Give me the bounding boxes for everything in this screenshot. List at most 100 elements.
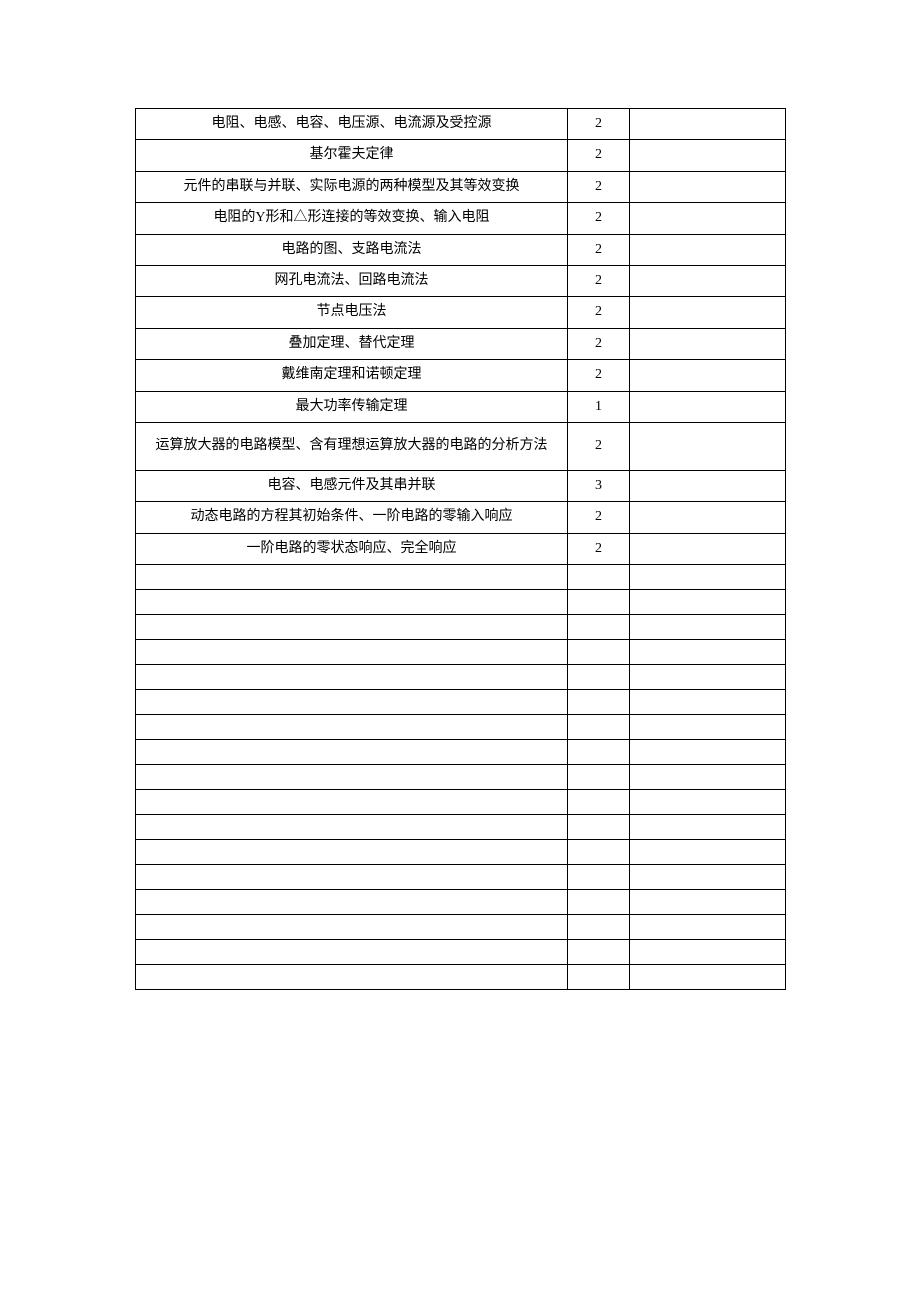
hours-cell — [568, 565, 630, 590]
hours-cell: 2 — [568, 109, 630, 140]
table-row: 电路的图、支路电流法2 — [136, 234, 786, 265]
table-row — [136, 815, 786, 840]
hours-cell — [568, 940, 630, 965]
notes-cell — [630, 890, 786, 915]
table-body: 电阻、电感、电容、电压源、电流源及受控源2基尔霍夫定律2元件的串联与并联、实际电… — [136, 109, 786, 990]
hours-cell — [568, 690, 630, 715]
table-row: 一阶电路的零状态响应、完全响应2 — [136, 533, 786, 564]
table-row: 元件的串联与并联、实际电源的两种模型及其等效变换2 — [136, 171, 786, 202]
notes-cell — [630, 297, 786, 328]
hours-cell — [568, 815, 630, 840]
topic-cell: 电容、电感元件及其串并联 — [136, 470, 568, 501]
table-row — [136, 740, 786, 765]
table-row — [136, 615, 786, 640]
hours-cell: 2 — [568, 533, 630, 564]
topic-cell — [136, 765, 568, 790]
table-row — [136, 940, 786, 965]
table-row — [136, 840, 786, 865]
table-row — [136, 665, 786, 690]
topic-cell — [136, 740, 568, 765]
hours-cell — [568, 790, 630, 815]
table-row — [136, 590, 786, 615]
hours-cell: 2 — [568, 171, 630, 202]
topic-cell — [136, 815, 568, 840]
notes-cell — [630, 590, 786, 615]
hours-cell — [568, 865, 630, 890]
notes-cell — [630, 940, 786, 965]
hours-cell — [568, 740, 630, 765]
table-row — [136, 890, 786, 915]
topic-cell: 元件的串联与并联、实际电源的两种模型及其等效变换 — [136, 171, 568, 202]
table-row — [136, 690, 786, 715]
topic-cell — [136, 615, 568, 640]
topic-cell — [136, 915, 568, 940]
hours-cell — [568, 765, 630, 790]
hours-cell: 2 — [568, 203, 630, 234]
topic-cell: 电阻、电感、电容、电压源、电流源及受控源 — [136, 109, 568, 140]
hours-cell: 2 — [568, 328, 630, 359]
notes-cell — [630, 965, 786, 990]
topic-cell — [136, 590, 568, 615]
topic-cell — [136, 690, 568, 715]
table-row — [136, 865, 786, 890]
notes-cell — [630, 715, 786, 740]
notes-cell — [630, 360, 786, 391]
table-row — [136, 715, 786, 740]
notes-cell — [630, 615, 786, 640]
notes-cell — [630, 533, 786, 564]
notes-cell — [630, 109, 786, 140]
topic-cell: 节点电压法 — [136, 297, 568, 328]
topic-cell: 电阻的Y形和△形连接的等效变换、输入电阻 — [136, 203, 568, 234]
notes-cell — [630, 740, 786, 765]
table-row: 节点电压法2 — [136, 297, 786, 328]
topic-cell: 网孔电流法、回路电流法 — [136, 265, 568, 296]
notes-cell — [630, 665, 786, 690]
hours-cell: 2 — [568, 140, 630, 171]
topic-cell: 最大功率传输定理 — [136, 391, 568, 422]
notes-cell — [630, 203, 786, 234]
topic-cell: 叠加定理、替代定理 — [136, 328, 568, 359]
notes-cell — [630, 470, 786, 501]
topic-cell: 动态电路的方程其初始条件、一阶电路的零输入响应 — [136, 502, 568, 533]
topic-cell: 一阶电路的零状态响应、完全响应 — [136, 533, 568, 564]
topic-cell — [136, 840, 568, 865]
table-row — [136, 640, 786, 665]
table-row: 最大功率传输定理1 — [136, 391, 786, 422]
table-row — [136, 790, 786, 815]
notes-cell — [630, 640, 786, 665]
hours-cell: 3 — [568, 470, 630, 501]
topic-cell — [136, 965, 568, 990]
notes-cell — [630, 865, 786, 890]
notes-cell — [630, 234, 786, 265]
hours-cell — [568, 640, 630, 665]
notes-cell — [630, 265, 786, 296]
topic-cell — [136, 665, 568, 690]
notes-cell — [630, 915, 786, 940]
topic-cell — [136, 715, 568, 740]
hours-cell: 2 — [568, 360, 630, 391]
notes-cell — [630, 815, 786, 840]
hours-cell — [568, 965, 630, 990]
table-row — [136, 965, 786, 990]
hours-cell: 2 — [568, 297, 630, 328]
notes-cell — [630, 790, 786, 815]
table-row: 电容、电感元件及其串并联3 — [136, 470, 786, 501]
topic-cell — [136, 865, 568, 890]
notes-cell — [630, 422, 786, 470]
hours-cell: 2 — [568, 265, 630, 296]
table-row: 动态电路的方程其初始条件、一阶电路的零输入响应2 — [136, 502, 786, 533]
table-row — [136, 565, 786, 590]
notes-cell — [630, 140, 786, 171]
notes-cell — [630, 840, 786, 865]
notes-cell — [630, 171, 786, 202]
topic-cell: 戴维南定理和诺顿定理 — [136, 360, 568, 391]
table-row — [136, 915, 786, 940]
notes-cell — [630, 502, 786, 533]
table-row: 叠加定理、替代定理2 — [136, 328, 786, 359]
hours-cell: 2 — [568, 502, 630, 533]
topic-cell — [136, 565, 568, 590]
table-row — [136, 765, 786, 790]
hours-cell: 2 — [568, 422, 630, 470]
hours-cell — [568, 715, 630, 740]
notes-cell — [630, 765, 786, 790]
